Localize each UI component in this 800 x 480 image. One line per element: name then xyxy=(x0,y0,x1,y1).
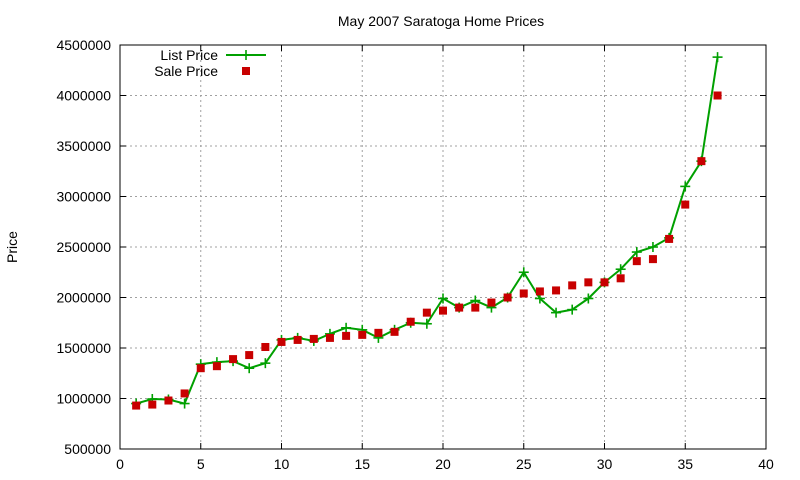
x-tick-label: 20 xyxy=(435,456,451,472)
data-point-sale-price xyxy=(212,362,221,371)
data-point-list-price xyxy=(680,181,691,192)
data-point-sale-price xyxy=(455,303,464,312)
data-point-sale-price xyxy=(390,327,399,336)
data-point-sale-price xyxy=(632,257,641,266)
data-point-sale-price xyxy=(261,342,270,351)
data-point-sale-price xyxy=(519,289,528,298)
data-point-sale-price xyxy=(552,286,561,295)
x-tick-label: 40 xyxy=(758,456,774,472)
legend-swatch-sale-price xyxy=(242,67,250,75)
data-point-sale-price xyxy=(293,335,302,344)
data-point-list-price xyxy=(631,247,642,258)
data-point-sale-price xyxy=(648,255,657,264)
data-point-sale-price xyxy=(665,234,674,243)
legend-label-sale-price: Sale Price xyxy=(154,63,218,79)
data-point-list-price xyxy=(551,307,562,318)
data-point-sale-price xyxy=(600,278,609,287)
data-point-list-price xyxy=(615,264,626,275)
data-point-sale-price xyxy=(584,278,593,287)
data-point-sale-price xyxy=(180,389,189,398)
data-point-list-price xyxy=(567,304,578,315)
chart-title: May 2007 Saratoga Home Prices xyxy=(338,13,544,29)
data-point-list-price xyxy=(583,293,594,304)
y-tick-label: 1000000 xyxy=(56,391,111,407)
data-point-list-price xyxy=(421,318,432,329)
data-point-list-price xyxy=(260,358,271,369)
data-point-sale-price xyxy=(616,274,625,283)
data-point-sale-price xyxy=(196,364,205,373)
data-point-sale-price xyxy=(568,281,577,290)
y-tick-label: 2000000 xyxy=(56,290,111,306)
data-point-sale-price xyxy=(374,328,383,337)
data-point-sale-price xyxy=(325,333,334,342)
axis-ticks: 0 5 10 15 20 25 30 35 40 500000 1000000 1500000 2000… xyxy=(56,37,774,472)
y-tick-label: 3500000 xyxy=(56,138,111,154)
data-point-sale-price xyxy=(697,157,706,166)
data-point-sale-price xyxy=(229,355,238,364)
series-layer xyxy=(131,52,723,410)
data-point-sale-price xyxy=(487,298,496,307)
data-point-sale-price xyxy=(503,293,512,302)
x-tick-label: 15 xyxy=(354,456,370,472)
data-point-list-price xyxy=(341,322,352,333)
x-tick-label: 35 xyxy=(677,456,693,472)
legend-label-list-price: List Price xyxy=(160,47,218,63)
data-point-list-price xyxy=(647,242,658,252)
data-point-sale-price xyxy=(164,396,173,405)
data-point-sale-price xyxy=(713,91,722,100)
data-point-sale-price xyxy=(681,200,690,209)
data-point-sale-price xyxy=(471,303,480,312)
legend-swatch-list-price-marker xyxy=(241,50,251,60)
data-point-sale-price xyxy=(309,334,318,343)
data-point-list-price xyxy=(518,267,529,278)
data-point-list-price xyxy=(244,363,255,374)
data-point-sale-price xyxy=(406,317,415,326)
data-point-sale-price xyxy=(148,400,157,409)
y-tick-label: 4500000 xyxy=(56,37,111,53)
y-axis-label: Price xyxy=(4,231,20,263)
y-tick-label: 2500000 xyxy=(56,239,111,255)
data-point-list-price xyxy=(179,398,190,409)
x-tick-label: 5 xyxy=(197,456,205,472)
series-line-list-price xyxy=(135,56,719,405)
data-point-sale-price xyxy=(422,308,431,317)
y-tick-label: 3000000 xyxy=(56,189,111,205)
x-tick-label: 10 xyxy=(274,456,290,472)
data-point-sale-price xyxy=(342,331,351,340)
data-point-sale-price xyxy=(439,306,447,315)
grid xyxy=(120,45,766,449)
x-tick-label: 30 xyxy=(597,456,613,472)
data-point-sale-price xyxy=(245,351,254,360)
data-point-list-price xyxy=(712,52,723,63)
y-tick-label: 4000000 xyxy=(56,88,111,104)
x-tick-label: 0 xyxy=(116,456,124,472)
data-point-sale-price xyxy=(277,337,286,346)
y-tick-label: 500000 xyxy=(64,441,111,457)
data-point-list-price xyxy=(438,293,448,304)
data-point-sale-price xyxy=(358,330,367,339)
data-point-sale-price xyxy=(535,287,544,296)
y-tick-label: 1500000 xyxy=(56,340,111,356)
x-tick-label: 25 xyxy=(516,456,532,472)
data-point-sale-price xyxy=(132,401,141,410)
